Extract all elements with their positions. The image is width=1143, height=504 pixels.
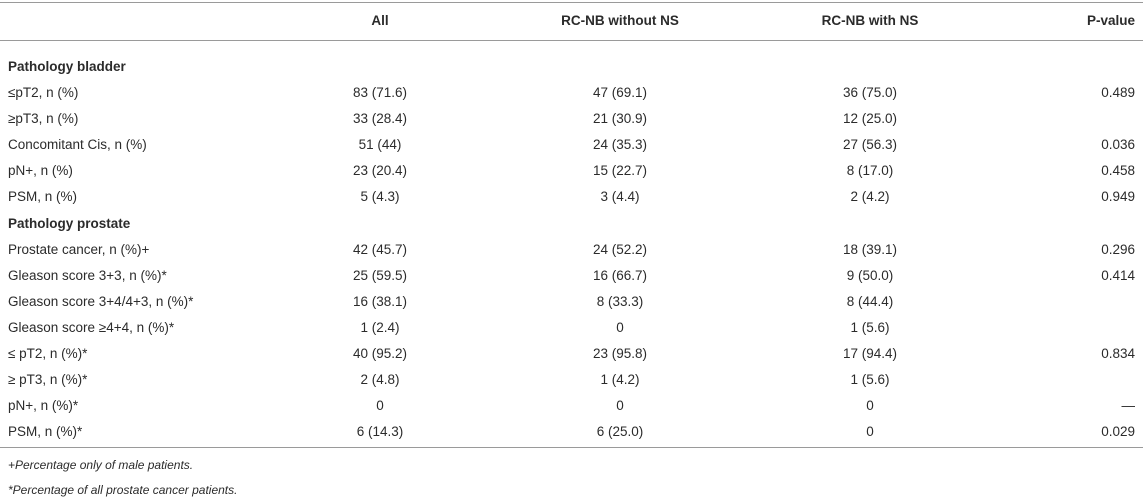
row-label: pN+, n (%) xyxy=(8,163,73,179)
cell: 9 (50.0) xyxy=(846,267,894,283)
header-rule xyxy=(0,40,1143,41)
cell: 1 (5.6) xyxy=(850,319,890,335)
column-header: RC-NB without NS xyxy=(561,13,679,28)
column-header: P-value xyxy=(1086,13,1135,28)
cell: 0 xyxy=(616,398,624,414)
row-label: PSM, n (%)* xyxy=(8,424,83,440)
cell: 6 (25.0) xyxy=(596,424,644,440)
cell: 0.036 xyxy=(1101,137,1135,153)
cell: 23 (20.4) xyxy=(352,163,408,179)
cell: 18 (39.1) xyxy=(842,241,898,257)
section-title: Pathology bladder xyxy=(8,59,126,74)
cell: 3 (4.4) xyxy=(600,189,640,205)
row-label: Gleason score 3+3, n (%)* xyxy=(8,267,167,283)
row-label: PSM, n (%) xyxy=(8,189,78,205)
row-label: ≤ pT2, n (%)* xyxy=(8,345,88,361)
cell: 83 (71.6) xyxy=(352,85,408,100)
cell: 0.029 xyxy=(1101,424,1135,440)
row-label: ≥pT3, n (%) xyxy=(8,111,79,127)
cell: 36 (75.0) xyxy=(842,85,898,100)
row-label: Prostate cancer, n (%)+ xyxy=(8,241,150,257)
cell: 42 (45.7) xyxy=(352,241,408,257)
cell: 33 (28.4) xyxy=(352,111,408,127)
cell: 40 (95.2) xyxy=(352,345,408,361)
cell: 0.296 xyxy=(1101,241,1135,257)
cell: 8 (44.4) xyxy=(846,293,894,309)
row-label: pN+, n (%)* xyxy=(8,398,79,414)
row-label: Concomitant Cis, n (%) xyxy=(8,137,147,153)
cell: 0.489 xyxy=(1101,85,1135,100)
cell: 12 (25.0) xyxy=(842,111,898,127)
cell: 21 (30.9) xyxy=(592,111,648,127)
cell: 23 (95.8) xyxy=(592,345,648,361)
cell: 0.414 xyxy=(1101,267,1135,283)
cell: 6 (14.3) xyxy=(356,424,404,440)
cell: 15 (22.7) xyxy=(592,163,648,179)
cell: 24 (52.2) xyxy=(592,241,648,257)
cell: 0.458 xyxy=(1101,163,1135,179)
cell: 0 xyxy=(866,424,874,440)
row-label: Gleason score ≥4+4, n (%)* xyxy=(8,319,175,335)
section-title: Pathology prostate xyxy=(8,215,131,231)
cell: 16 (38.1) xyxy=(352,293,408,309)
cell: 1 (4.2) xyxy=(600,372,640,387)
cell: 8 (17.0) xyxy=(846,163,894,179)
cell: 5 (4.3) xyxy=(360,189,400,205)
cell: 27 (56.3) xyxy=(842,137,898,153)
cell: 0 xyxy=(866,398,874,414)
row-label: Gleason score 3+4/4+3, n (%)* xyxy=(8,293,194,309)
cell: 16 (66.7) xyxy=(592,267,648,283)
top-rule xyxy=(0,2,1143,3)
cell: 0.834 xyxy=(1101,345,1135,361)
cell: 51 (44) xyxy=(358,137,402,153)
cell: 0.949 xyxy=(1101,189,1135,205)
column-header: RC-NB with NS xyxy=(821,13,919,28)
cell: — xyxy=(1121,398,1136,414)
cell: 0 xyxy=(376,398,384,414)
cell: 47 (69.1) xyxy=(592,85,648,100)
footnote: *Percentage of all prostate cancer patie… xyxy=(8,483,238,497)
cell: 2 (4.2) xyxy=(850,189,890,205)
bottom-rule xyxy=(0,447,1143,448)
cell: 8 (33.3) xyxy=(596,293,644,309)
cell: 17 (94.4) xyxy=(842,345,898,361)
column-header: All xyxy=(371,13,389,28)
cell: 1 (5.6) xyxy=(850,372,890,387)
cell: 2 (4.8) xyxy=(360,372,400,387)
row-label: ≥ pT3, n (%)* xyxy=(8,372,88,387)
cell: 1 (2.4) xyxy=(360,319,400,335)
row-label: ≤pT2, n (%) xyxy=(8,85,79,100)
cell: 24 (35.3) xyxy=(592,137,648,153)
footnote: +Percentage only of male patients. xyxy=(8,458,194,472)
cell: 0 xyxy=(616,319,624,335)
cell: 25 (59.5) xyxy=(352,267,408,283)
